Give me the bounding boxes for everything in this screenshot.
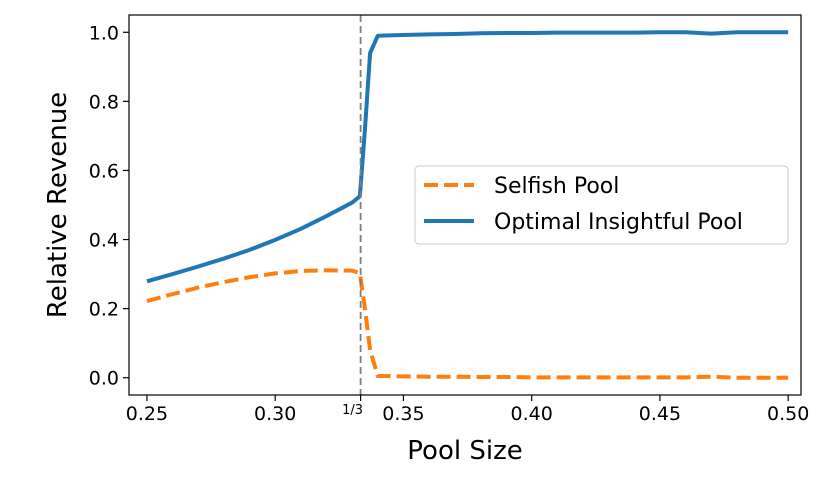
plot-frame: [128, 14, 802, 396]
series-line-optimal-insightful-pool: [146, 30, 789, 284]
x-tick-label: 0.35: [382, 403, 424, 425]
x-axis-label: Pool Size: [407, 436, 522, 466]
series-line-selfish-pool: [146, 268, 789, 380]
x-tick-label: 0.30: [254, 403, 296, 425]
y-tick-label: 0.2: [89, 299, 119, 321]
legend: Selfish Pool Optimal Insightful Pool: [414, 165, 789, 245]
legend-label-optimal-insightful-pool: Optimal Insightful Pool: [494, 210, 743, 235]
y-axis-label: Relative Revenue: [43, 92, 73, 318]
y-tick-label: 0.8: [89, 91, 119, 113]
reference-vline-label: 1/3: [342, 403, 363, 418]
reference-line-layer: 1/3: [342, 15, 363, 418]
legend-label-selfish-pool: Selfish Pool: [494, 174, 619, 199]
x-tick-label: 0.45: [639, 403, 681, 425]
x-axis-ticks: 0.25 0.30 0.35 0.40 0.45 0.50: [126, 395, 809, 425]
y-tick-label: 0.0: [89, 368, 119, 390]
y-axis-ticks: 0.0 0.2 0.4 0.6 0.8 1.0: [89, 22, 129, 390]
y-tick-label: 0.6: [89, 160, 119, 182]
x-tick-label: 0.25: [126, 403, 168, 425]
x-tick-label: 0.40: [511, 403, 553, 425]
x-tick-label: 0.50: [767, 403, 809, 425]
plot-lines: [146, 30, 789, 380]
y-tick-label: 0.4: [89, 230, 119, 252]
legend-box: [414, 165, 789, 245]
y-tick-label: 1.0: [89, 22, 119, 44]
